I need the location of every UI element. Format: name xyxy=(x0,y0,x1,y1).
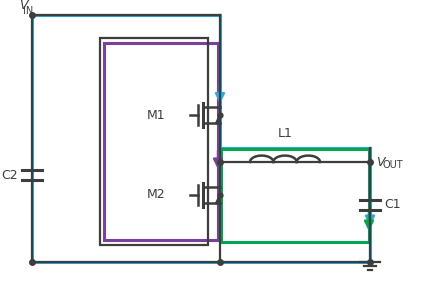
Bar xyxy=(100,38,207,245)
Text: M1: M1 xyxy=(146,109,164,122)
Text: V: V xyxy=(375,156,384,168)
Text: M2: M2 xyxy=(146,189,164,202)
Text: C2: C2 xyxy=(1,168,18,181)
Text: IN: IN xyxy=(23,6,33,16)
Text: C1: C1 xyxy=(383,198,400,211)
Text: V: V xyxy=(20,0,28,12)
Text: OUT: OUT xyxy=(382,160,403,170)
Text: L1: L1 xyxy=(277,127,292,140)
